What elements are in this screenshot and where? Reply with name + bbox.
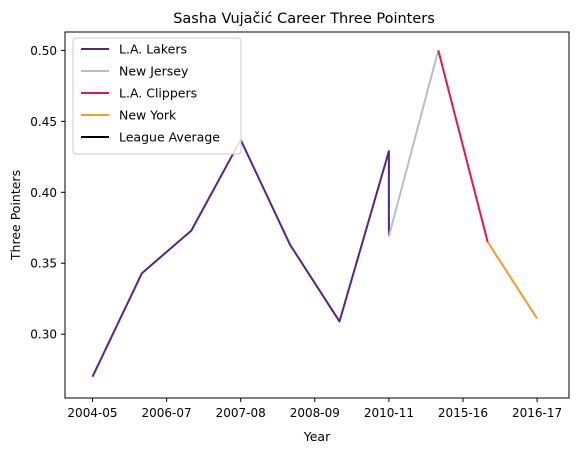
legend: L.A. Lakers New Jersey L.A. Clippers New Yo… xyxy=(72,37,242,155)
x-tick-label: 2006-07 xyxy=(142,406,192,420)
plot-frame xyxy=(64,31,570,399)
legend-label: L.A. Lakers xyxy=(119,42,187,57)
series-line-3 xyxy=(486,241,538,320)
y-tick-label: 0.50 xyxy=(30,44,57,58)
x-tick-label: 2004-05 xyxy=(67,406,117,420)
x-axis-ticks: 2004-05 2006-07 2007-08 2008-09 2010-11 2015-… xyxy=(67,398,562,420)
x-tick-label: 2015-16 xyxy=(438,406,488,420)
y-axis-label: Three Pointers xyxy=(8,170,23,261)
y-axis-ticks: 0.30 0.35 0.40 0.45 0.50 xyxy=(30,44,65,342)
y-tick-label: 0.35 xyxy=(30,257,57,271)
x-tick-label: 2008-09 xyxy=(290,406,340,420)
plot-lines xyxy=(91,50,538,378)
legend-frame xyxy=(72,37,242,155)
legend-label: New York xyxy=(119,108,177,123)
y-tick-label: 0.30 xyxy=(30,328,57,342)
series-line-0 xyxy=(91,138,390,378)
legend-label: L.A. Clippers xyxy=(119,86,197,101)
x-tick-label: 2007-08 xyxy=(216,406,266,420)
y-tick-label: 0.40 xyxy=(30,186,57,200)
x-axis-label: Year xyxy=(303,429,331,444)
legend-label: League Average xyxy=(119,130,220,145)
x-tick-label: 2016-17 xyxy=(512,406,562,420)
series-line-1 xyxy=(387,50,440,237)
chart-title: Sasha Vujačić Career Three Pointers xyxy=(173,11,435,27)
series-line-2 xyxy=(437,50,489,243)
legend-label: New Jersey xyxy=(119,64,189,79)
y-tick-label: 0.45 xyxy=(30,115,57,129)
x-tick-label: 2010-11 xyxy=(364,406,414,420)
